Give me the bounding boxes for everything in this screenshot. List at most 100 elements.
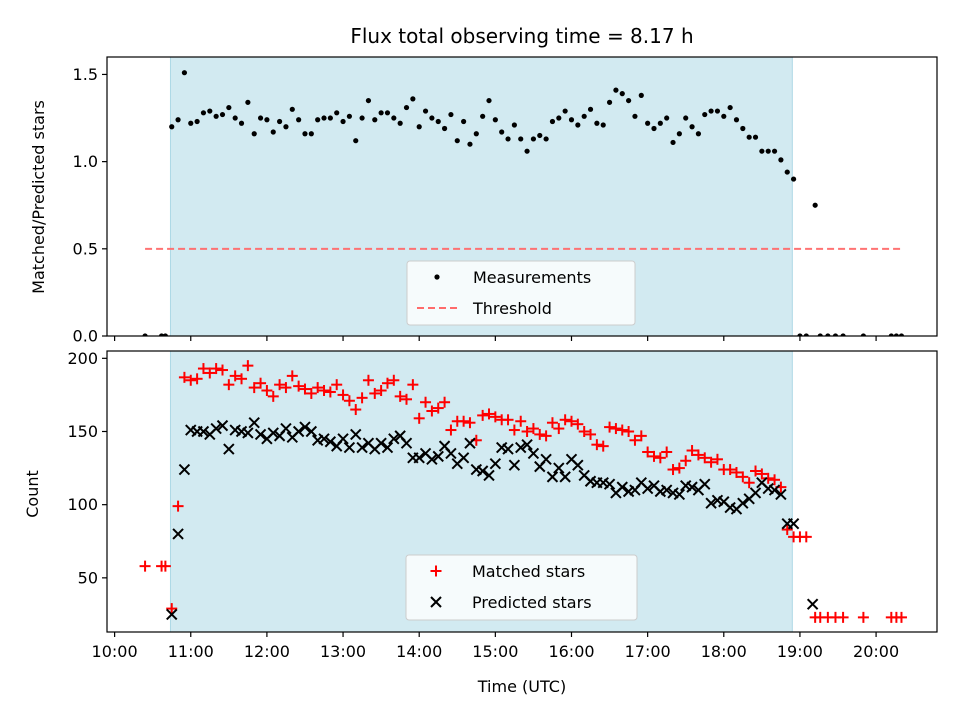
measurements-point <box>714 108 721 114</box>
measurements-point <box>803 333 809 336</box>
y-tick-label: 50 <box>78 568 98 587</box>
measurements-point <box>600 122 606 128</box>
measurements-point <box>695 131 702 137</box>
measurements-point <box>581 113 587 119</box>
legend-label-predicted-stars: Predicted stars <box>472 593 592 612</box>
x-tick-label: 20:00 <box>853 642 899 661</box>
predicted-stars-point-b <box>229 424 241 436</box>
matched-stars-point <box>667 464 679 476</box>
predicted-stars-point-b <box>166 608 178 621</box>
matched-stars-point <box>515 415 527 427</box>
measurements-point <box>181 70 188 76</box>
x-tick-label: 10:00 <box>92 642 138 661</box>
matched-stars-point <box>699 452 711 464</box>
measurements-point <box>461 118 467 125</box>
measurements-point <box>759 148 765 154</box>
matched-stars-point <box>420 396 432 408</box>
matched-stars-point <box>394 390 406 402</box>
predicted-stars-point <box>305 425 318 438</box>
matched-stars-point <box>407 379 419 391</box>
predicted-stars-point-b <box>172 528 184 540</box>
predicted-stars-point <box>699 478 711 490</box>
y-tick-label: 0.5 <box>73 239 98 258</box>
predicted-stars-point-b <box>197 425 210 438</box>
matched-stars-point <box>610 423 622 435</box>
predicted-stars-point <box>343 441 356 454</box>
matched-stars-point <box>705 456 717 468</box>
predicted-stars-point <box>242 427 254 439</box>
predicted-stars-point-b <box>553 462 565 474</box>
predicted-stars-point-b <box>616 481 628 493</box>
measurements-point <box>207 108 213 114</box>
predicted-stars-point-b <box>419 447 432 460</box>
matched-stars-point <box>185 374 197 386</box>
matched-stars-point <box>489 411 501 423</box>
matched-stars-point <box>464 417 476 429</box>
predicted-stars-point <box>280 422 292 435</box>
predicted-stars-point <box>749 487 762 499</box>
measurements-point <box>169 124 175 130</box>
predicted-stars-point <box>641 482 654 495</box>
predicted-stars-point-b <box>235 425 248 438</box>
measurements-point <box>619 91 625 97</box>
matched-stars-point <box>236 373 248 385</box>
matched-stars-point <box>139 560 151 572</box>
predicted-stars-point <box>768 484 781 496</box>
predicted-stars-point-b <box>667 487 679 499</box>
matched-stars-point <box>242 360 254 372</box>
measurements-point <box>721 113 727 119</box>
predicted-stars-point <box>324 436 337 448</box>
predicted-stars-point <box>502 443 514 455</box>
measurements-point <box>888 333 894 336</box>
matched-stars-point <box>375 385 387 397</box>
predicted-stars-point <box>553 462 565 474</box>
measurements-point <box>340 118 346 125</box>
matched-stars-point <box>350 404 362 416</box>
predicted-stars-point <box>178 463 191 476</box>
predicted-stars-point <box>686 481 698 493</box>
measurements-point <box>264 117 270 123</box>
measurements-point <box>435 118 441 125</box>
measurements-point <box>454 138 460 144</box>
predicted-stars-point-b <box>350 428 362 441</box>
matched-stars-point <box>591 439 603 451</box>
matched-stars-point <box>756 468 768 480</box>
predicted-stars-point-b <box>737 497 749 509</box>
measurements-point <box>683 115 689 121</box>
predicted-stars-point <box>464 437 476 449</box>
measurements-point <box>860 333 866 336</box>
matched-stars-point <box>553 423 565 435</box>
matched-stars-point <box>565 415 577 427</box>
matched-stars-point <box>642 446 654 458</box>
predicted-stars-point-b <box>470 463 483 476</box>
measurements-point <box>797 333 803 336</box>
matched-stars-point <box>248 382 260 394</box>
predicted-stars-point-b <box>680 479 692 492</box>
measurements-point <box>142 333 148 336</box>
measurements-point <box>651 125 657 132</box>
measurements-point <box>740 125 746 132</box>
predicted-stars-point-b <box>660 484 673 496</box>
predicted-stars-point <box>445 447 457 460</box>
predicted-stars-point-b <box>515 441 527 454</box>
measurements-point <box>825 333 831 336</box>
measurements-point <box>832 333 839 336</box>
matched-stars-point <box>356 392 368 404</box>
measurements-point <box>365 97 372 104</box>
predicted-stars-point <box>299 421 311 433</box>
predicted-stars-point-b <box>597 477 609 489</box>
measurements-point <box>562 108 568 114</box>
predicted-stars-point <box>515 441 527 454</box>
measurements-point <box>505 136 511 142</box>
matched-stars-point <box>527 423 539 435</box>
predicted-stars-point <box>210 422 222 435</box>
predicted-stars-point <box>413 452 425 464</box>
matched-stars-point <box>661 446 673 458</box>
matched-stars-point <box>458 415 470 427</box>
matched-stars-point <box>299 383 311 395</box>
measurements-point <box>689 124 695 130</box>
measurements-point <box>817 333 823 336</box>
matched-stars-point <box>743 477 755 489</box>
predicted-stars-point-b <box>318 433 330 445</box>
